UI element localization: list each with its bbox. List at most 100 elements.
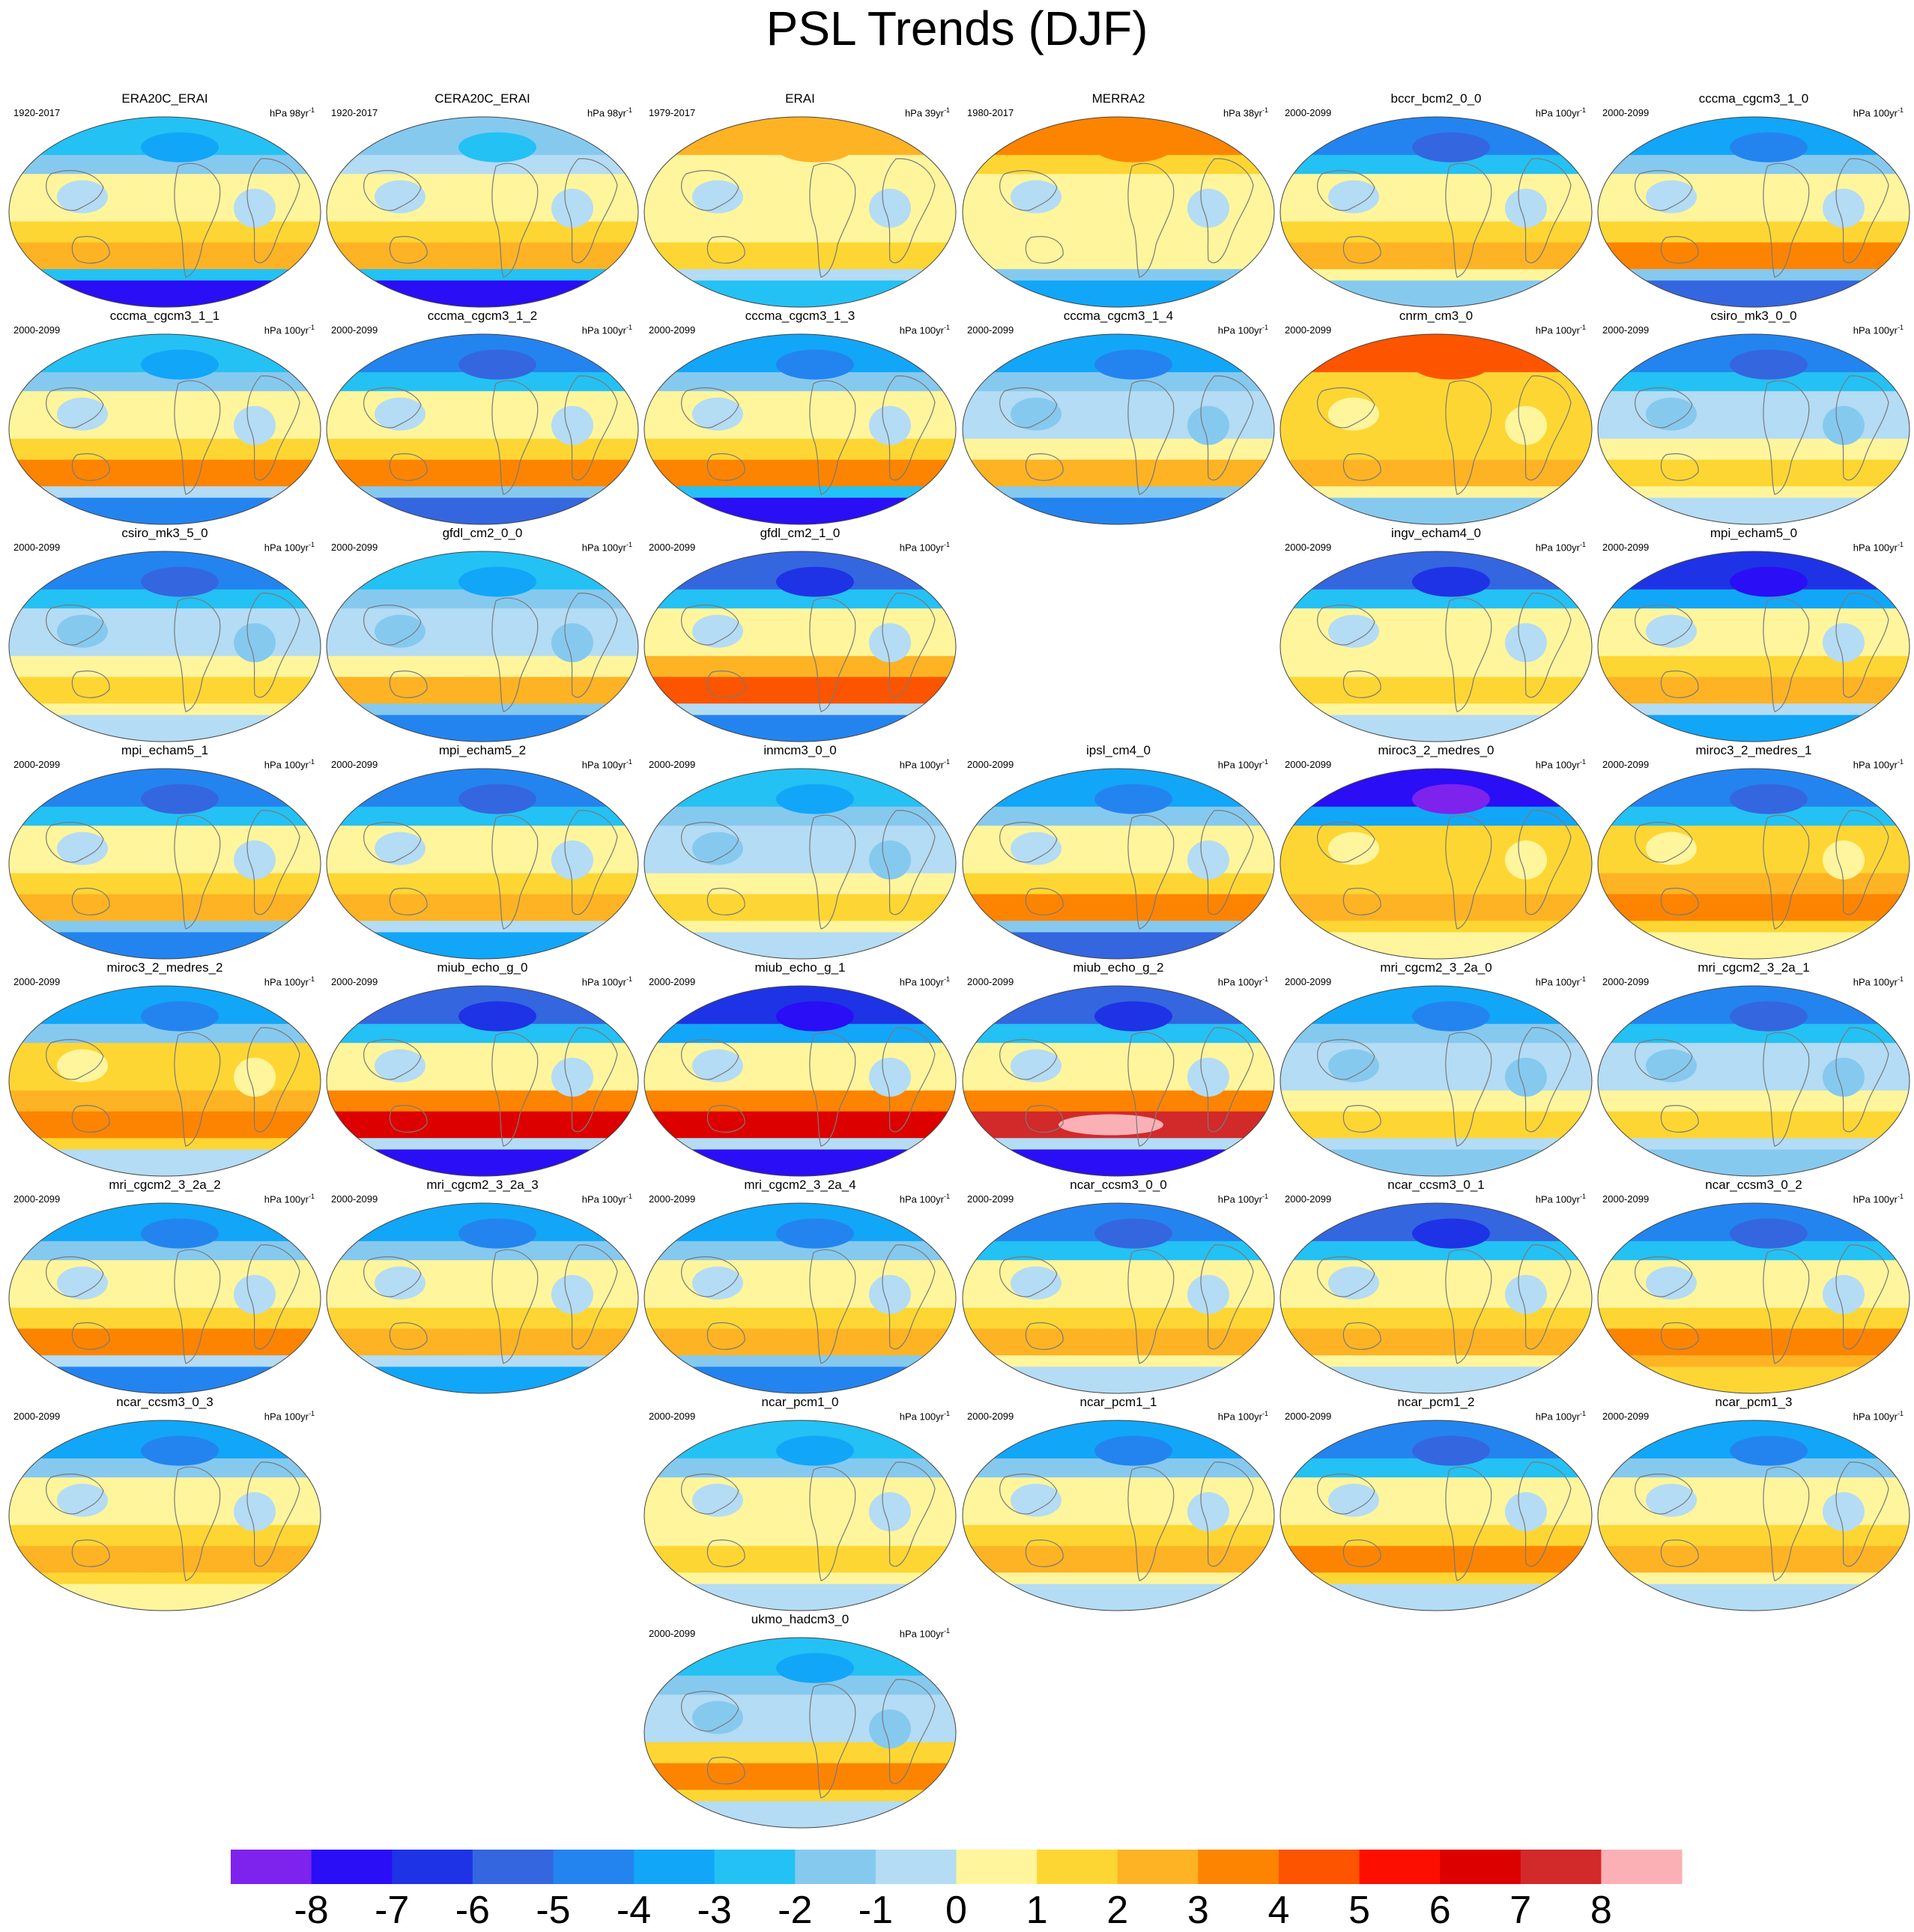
panel-period: 2000-2099 — [1285, 542, 1332, 553]
trend-map — [8, 551, 321, 742]
trend-map — [8, 985, 321, 1177]
trend-map — [8, 1202, 321, 1394]
panel-title: ncar_ccsm3_0_1 — [1387, 1178, 1485, 1192]
panel-period: 2000-2099 — [1602, 1193, 1650, 1205]
colorbar-swatch — [1198, 1850, 1279, 1884]
map-panel: mri_cgcm2_3_2a_4 2000-2099 hPa 100yr-1 — [641, 1176, 959, 1394]
map-panel: miroc3_2_medres_0 2000-2099 hPa 100yr-1 — [1277, 742, 1595, 960]
trend-map — [326, 333, 639, 525]
trend-map — [643, 985, 957, 1177]
colorbar-swatch — [231, 1850, 312, 1884]
trend-map — [1597, 1420, 1910, 1611]
map-panel: MERRA2 1980-2017 hPa 38yr-1 — [960, 90, 1277, 308]
trend-map — [1279, 116, 1593, 308]
colorbar-swatch — [1520, 1850, 1602, 1884]
map-panel: miub_echo_g_2 2000-2099 hPa 100yr-1 — [960, 959, 1277, 1177]
panel-units: hPa 39yr-1 — [904, 106, 950, 119]
panel-units: hPa 100yr-1 — [581, 758, 632, 771]
panel-title: miub_echo_g_2 — [1073, 960, 1164, 975]
trend-map — [1279, 1420, 1593, 1611]
panel-units: hPa 100yr-1 — [264, 324, 315, 336]
panel-title: ncar_ccsm3_0_3 — [116, 1395, 213, 1409]
panel-period: 2000-2099 — [967, 976, 1014, 987]
panel-units: hPa 100yr-1 — [1853, 324, 1904, 336]
panel-period: 2000-2099 — [649, 976, 696, 987]
panel-units: hPa 100yr-1 — [899, 1410, 950, 1423]
panel-units: hPa 100yr-1 — [1853, 1410, 1904, 1423]
panel-units: hPa 100yr-1 — [264, 758, 315, 771]
panel-period: 2000-2099 — [1285, 976, 1332, 987]
panel-title: mpi_echam5_0 — [1709, 526, 1798, 540]
panel-title: ERAI — [785, 91, 815, 106]
colorbar-label: 8 — [1590, 1889, 1612, 1932]
panel-title: miub_echo_g_0 — [437, 960, 528, 975]
panel-period: 1920-2017 — [331, 107, 378, 118]
panel-title: ncar_pcm1_1 — [1079, 1395, 1157, 1409]
colorbar-swatch — [1601, 1850, 1683, 1884]
map-panel: bccr_bcm2_0_0 2000-2099 hPa 100yr-1 — [1277, 90, 1595, 308]
panel-units: hPa 100yr-1 — [581, 975, 632, 988]
panel-period: 2000-2099 — [331, 542, 378, 553]
map-panel: mri_cgcm2_3_2a_1 2000-2099 hPa 100yr-1 — [1595, 959, 1913, 1177]
map-panel: ncar_pcm1_2 2000-2099 hPa 100yr-1 — [1277, 1393, 1595, 1611]
colorbar-label: -5 — [536, 1889, 571, 1932]
colorbar-swatch — [1440, 1850, 1521, 1884]
colorbar-swatch — [795, 1850, 876, 1884]
colorbar-label: 2 — [1106, 1889, 1129, 1932]
panel-period: 2000-2099 — [13, 1193, 61, 1205]
panel-units: hPa 100yr-1 — [899, 975, 950, 988]
map-panel: miub_echo_g_1 2000-2099 hPa 100yr-1 — [641, 959, 959, 1177]
panel-period: 1979-2017 — [649, 107, 696, 118]
panel-units: hPa 100yr-1 — [1853, 106, 1904, 119]
panel-title: ncar_pcm1_0 — [761, 1395, 839, 1409]
map-panel: cccma_cgcm3_1_2 2000-2099 hPa 100yr-1 — [324, 307, 641, 525]
panel-period: 2000-2099 — [13, 976, 61, 987]
colorbar-swatch — [956, 1850, 1038, 1884]
colorbar-label: 0 — [945, 1889, 967, 1932]
panel-units: hPa 100yr-1 — [1217, 758, 1268, 771]
panel-title: ncar_ccsm3_0_0 — [1070, 1178, 1167, 1192]
panel-period: 2000-2099 — [1602, 1411, 1650, 1422]
panel-units: hPa 98yr-1 — [269, 106, 315, 119]
panel-period: 2000-2099 — [1285, 1411, 1332, 1422]
map-panel: gfdl_cm2_0_0 2000-2099 hPa 100yr-1 — [324, 524, 641, 742]
panel-title: csiro_mk3_0_0 — [1710, 309, 1797, 323]
trend-map — [643, 116, 957, 308]
map-panel: ncar_ccsm3_0_3 2000-2099 hPa 100yr-1 — [6, 1393, 324, 1611]
map-panel: ukmo_hadcm3_0 2000-2099 hPa 100yr-1 — [641, 1611, 959, 1829]
trend-map — [8, 116, 321, 308]
panel-period: 2000-2099 — [331, 976, 378, 987]
map-panel: gfdl_cm2_1_0 2000-2099 hPa 100yr-1 — [641, 524, 959, 742]
panel-units: hPa 100yr-1 — [1535, 106, 1586, 119]
colorbar-label: 1 — [1026, 1889, 1048, 1932]
panel-title: mpi_echam5_2 — [438, 743, 527, 757]
panel-period: 2000-2099 — [1285, 759, 1332, 770]
panel-period: 2000-2099 — [1285, 324, 1332, 336]
map-panel: ipsl_cm4_0 2000-2099 hPa 100yr-1 — [960, 742, 1277, 960]
colorbar-swatch — [311, 1850, 393, 1884]
panel-period: 2000-2099 — [1285, 107, 1332, 118]
panel-title: gfdl_cm2_1_0 — [760, 526, 841, 540]
trend-map — [326, 1202, 639, 1394]
panel-title: cccma_cgcm3_1_0 — [1698, 91, 1809, 106]
panel-title: ncar_pcm1_3 — [1715, 1395, 1793, 1409]
trend-map — [962, 1202, 1275, 1394]
panel-title: CERA20C_ERAI — [434, 91, 530, 106]
trend-map — [1597, 551, 1910, 742]
panel-title: cccma_cgcm3_1_4 — [1063, 309, 1174, 323]
panel-title: cccma_cgcm3_1_3 — [745, 309, 855, 323]
panel-units: hPa 100yr-1 — [1217, 1410, 1268, 1423]
trend-map — [962, 1420, 1275, 1611]
map-panel: cccma_cgcm3_1_3 2000-2099 hPa 100yr-1 — [641, 307, 959, 525]
figure-title: PSL Trends (DJF) — [766, 1, 1148, 55]
panel-title: gfdl_cm2_0_0 — [442, 526, 523, 540]
panel-title: mri_cgcm2_3_2a_2 — [109, 1178, 221, 1192]
panel-period: 2000-2099 — [967, 1411, 1014, 1422]
trend-map — [1597, 985, 1910, 1177]
panel-title: ERA20C_ERAI — [121, 91, 208, 106]
colorbar-label: -6 — [455, 1889, 490, 1932]
panel-units: hPa 100yr-1 — [264, 541, 315, 554]
panel-title: miroc3_2_medres_1 — [1695, 743, 1812, 757]
trend-map — [8, 768, 321, 960]
map-panel: ncar_ccsm3_0_1 2000-2099 hPa 100yr-1 — [1277, 1176, 1595, 1394]
